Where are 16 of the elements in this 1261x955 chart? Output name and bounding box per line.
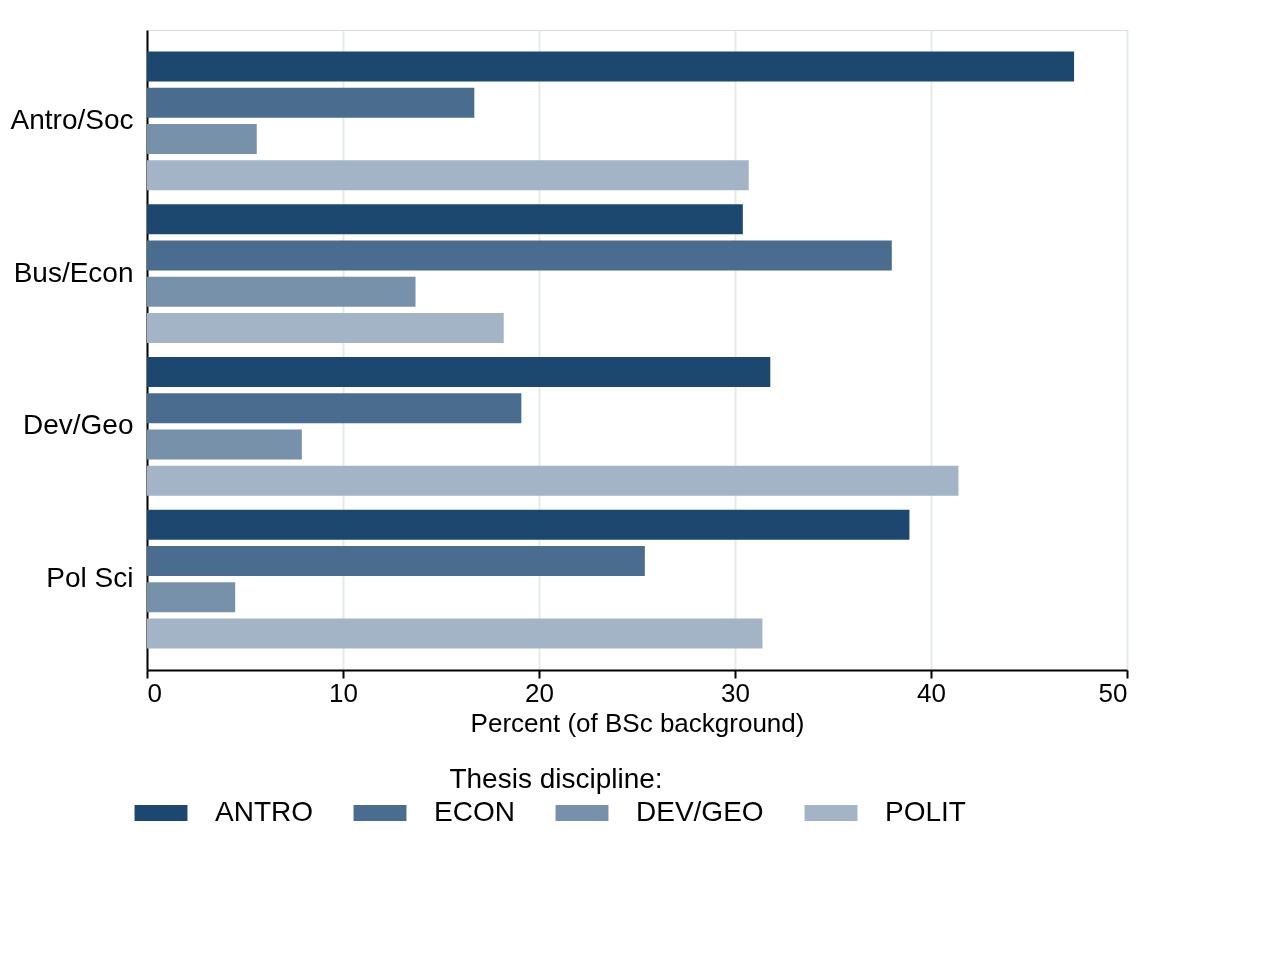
y-tick-label: Antro/Soc (10, 103, 134, 135)
x-tick-label: 10 (329, 677, 358, 708)
legend-label: ECON (434, 796, 515, 827)
legend-label: ANTRO (215, 796, 313, 827)
x-tick-label: 20 (525, 677, 554, 708)
x-tick-label: 50 (1098, 677, 1128, 708)
y-tick-label: Bus/Econ (13, 256, 134, 288)
x-tick-label: 0 (147, 677, 162, 708)
legend-title: Thesis discipline: (449, 763, 663, 794)
legend-label: DEV/GEO (636, 796, 764, 827)
x-tick-label: 40 (917, 677, 946, 708)
y-tick-label: Dev/Geo (23, 409, 134, 441)
x-tick-label: 30 (721, 677, 750, 708)
y-tick-label: Pol Sci (46, 562, 134, 594)
legend-label: POLIT (885, 796, 966, 827)
x-axis-title: Percent (of BSc background) (470, 707, 805, 738)
